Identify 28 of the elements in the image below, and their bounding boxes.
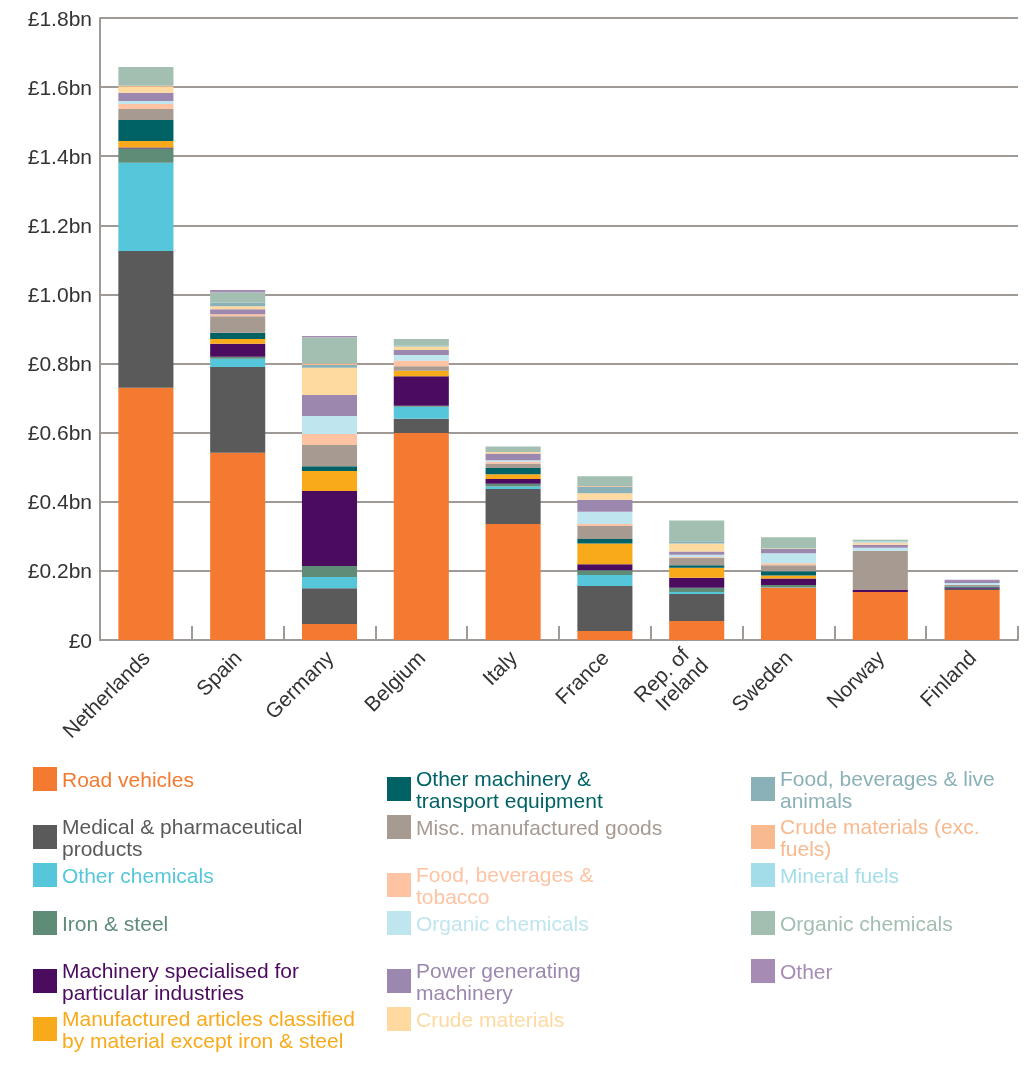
y-tick-label: £0 <box>68 628 92 652</box>
legend-label: Crude materials <box>416 1007 565 1031</box>
y-tick-label: £1.8bn <box>27 6 92 30</box>
legend-label: Other machinery & transport equipment <box>416 766 603 812</box>
legend-label: Machinery specialised for particular industries <box>62 958 305 1004</box>
legend-label: Food, beverages & live animals <box>780 766 1001 812</box>
legend-label: Iron & steel <box>62 911 169 935</box>
legend-label: Organic chemicals <box>416 911 589 935</box>
y-tick-label: £0.4bn <box>27 490 92 514</box>
y-tick-label: £0.2bn <box>27 559 92 583</box>
legend-label: Misc. manufactured goods <box>416 815 663 839</box>
legend-label: Mineral fuels <box>780 863 900 887</box>
legend-label: Road vehicles <box>62 767 194 791</box>
legend-label: Food, beverages & tobacco <box>416 862 600 908</box>
legend-label: Other <box>780 959 833 983</box>
x-tick-label: Italy <box>477 645 522 690</box>
legend-label: Medical & pharmaceutical products <box>62 814 309 860</box>
y-tick-label: £0.6bn <box>27 421 92 445</box>
y-tick-label: £1.6bn <box>27 75 92 99</box>
legend-label: Power generating machinery <box>416 958 587 1004</box>
y-tick-label: £1.0bn <box>27 282 92 306</box>
y-tick-label: £1.2bn <box>27 213 92 237</box>
legend-label: Manufactured articles classified by material except iron & steel <box>62 1006 361 1052</box>
y-tick-label: £1.4bn <box>27 144 92 168</box>
legend-label: Organic chemicals <box>780 911 953 935</box>
legend-label: Crude materials (exc. fuels) <box>780 814 986 860</box>
y-tick-label: £0.8bn <box>27 352 92 376</box>
legend-label: Other chemicals <box>62 863 214 887</box>
